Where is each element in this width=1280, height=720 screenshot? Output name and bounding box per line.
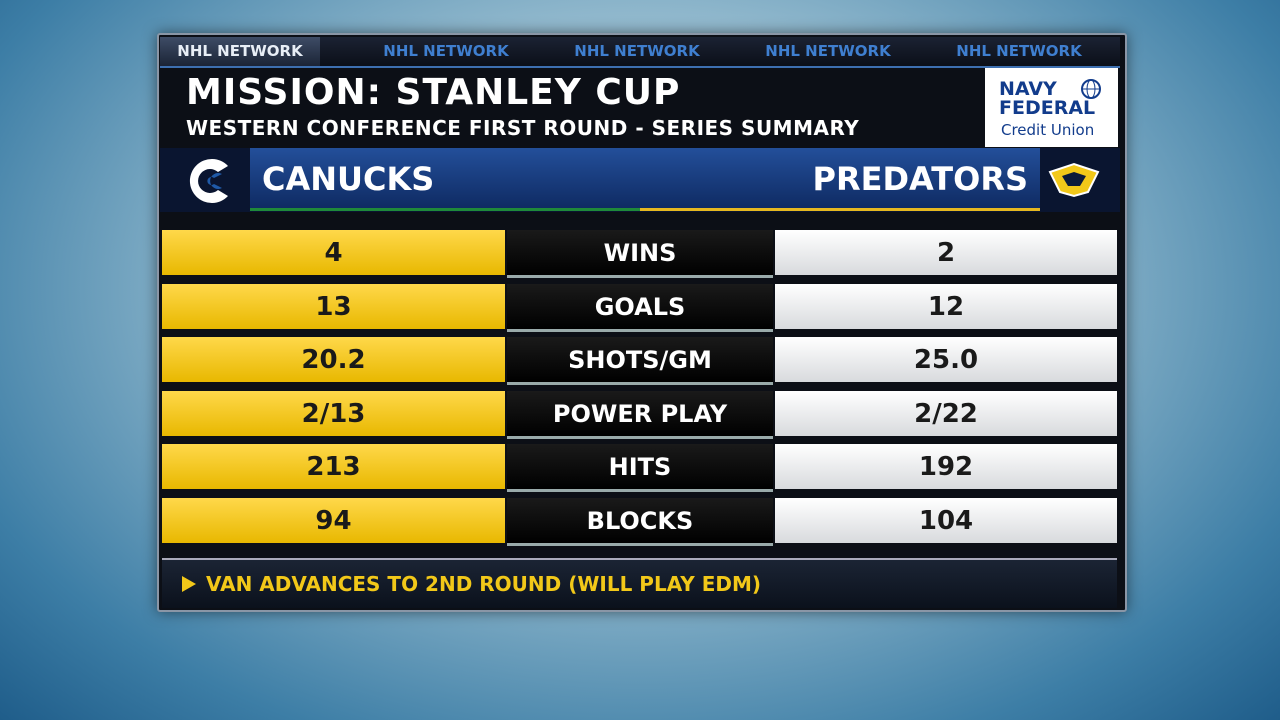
- team1-stat: 2/13: [162, 390, 505, 436]
- team2-stat: 192: [775, 444, 1117, 490]
- team2-stat: 104: [775, 498, 1117, 543]
- sponsor-logo: NAVY FEDERAL Credit Union: [985, 68, 1118, 147]
- subtitle: WESTERN CONFERENCE FIRST ROUND - SERIES …: [186, 116, 860, 140]
- stat-label: SHOTS/GM: [507, 337, 773, 386]
- footer-text: VAN ADVANCES TO 2ND ROUND (WILL PLAY EDM…: [206, 572, 762, 596]
- stat-label: WINS: [507, 230, 773, 278]
- stat-label: HITS: [507, 444, 773, 493]
- team2-stat: 25.0: [775, 337, 1117, 383]
- tab: NHL NETWORK: [956, 42, 1082, 60]
- team1-stat: 94: [162, 498, 505, 543]
- globe-icon: [1081, 79, 1101, 99]
- arrow-icon: [182, 576, 196, 592]
- stat-label: POWER PLAY: [507, 390, 773, 439]
- footer: VAN ADVANCES TO 2ND ROUND (WILL PLAY EDM…: [162, 558, 1117, 608]
- sponsor-text: Credit Union: [1001, 121, 1095, 139]
- team-bar: CANUCKS PREDATORS: [160, 148, 1120, 212]
- team2-stat: 12: [775, 283, 1117, 329]
- team1-stat: 13: [162, 283, 505, 329]
- tab: NHL NETWORK: [765, 42, 891, 60]
- sponsor-text: FEDERAL: [999, 97, 1096, 119]
- team1-stat: 4: [162, 230, 505, 275]
- team-name: CANUCKS: [250, 148, 650, 211]
- team1-stat: 213: [162, 444, 505, 490]
- title: MISSION: STANLEY CUP: [186, 72, 681, 113]
- team2-stat: 2/22: [775, 390, 1117, 436]
- stat-label: GOALS: [507, 283, 773, 332]
- team2-stat: 2: [775, 230, 1117, 275]
- tab: NHL NETWORK: [574, 42, 700, 60]
- team-name: PREDATORS: [640, 148, 1040, 211]
- sponsor-text: NAVY: [999, 78, 1057, 100]
- stat-label: BLOCKS: [507, 498, 773, 546]
- canucks-logo: [189, 159, 228, 203]
- tab: NHL NETWORK: [383, 42, 509, 60]
- predators-logo: [1048, 162, 1100, 198]
- tab: NHL NETWORK: [160, 37, 320, 66]
- team1-stat: 20.2: [162, 337, 505, 383]
- tab-bar: NHL NETWORK NHL NETWORK NHL NETWORK NHL NET…: [160, 37, 1120, 68]
